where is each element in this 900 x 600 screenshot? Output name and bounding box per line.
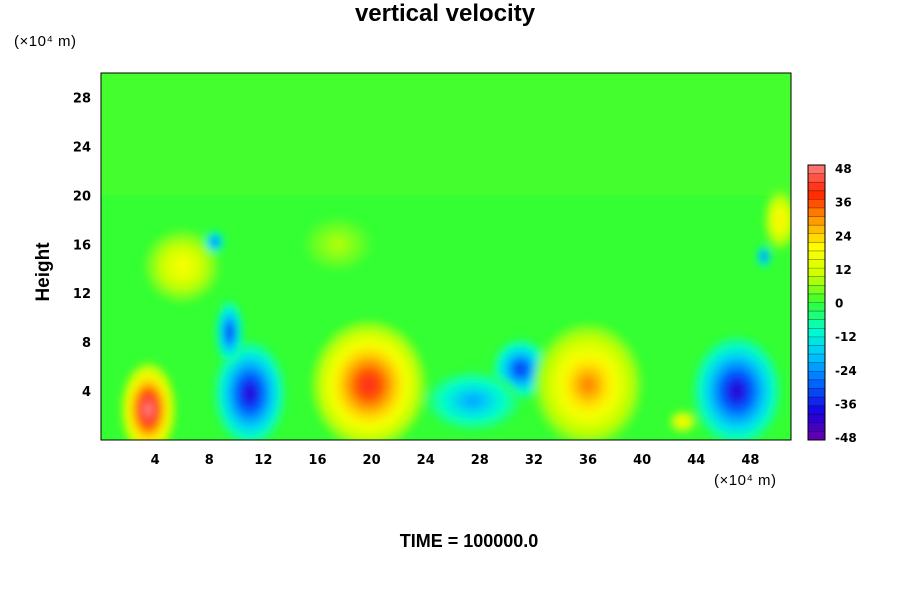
colorbar-tick-label: 36 xyxy=(835,196,852,210)
velocity-cell-1 xyxy=(121,362,176,440)
plot-frame xyxy=(100,72,792,441)
colorbar-tick-label: 12 xyxy=(835,263,852,277)
colorbar-segment xyxy=(808,371,825,381)
colorbar-segment xyxy=(808,311,825,321)
plot-area xyxy=(100,72,792,441)
colorbar-segment xyxy=(808,319,825,329)
time-label: TIME = 100000.0 xyxy=(399,531,539,551)
velocity-cell-3 xyxy=(216,300,244,365)
velocity-cell-12 xyxy=(763,189,791,251)
colorbar-segment xyxy=(808,250,825,261)
colorbar-segment xyxy=(808,173,825,183)
colorbar-segment xyxy=(808,199,825,209)
colorbar-segment xyxy=(808,328,825,338)
x-axis-unit: (×10⁴ m) xyxy=(714,472,777,489)
colorbar-tick-label: -24 xyxy=(835,364,857,378)
colorbar-segment xyxy=(808,207,825,218)
x-tick-label: 48 xyxy=(741,453,759,468)
colorbar-segment xyxy=(808,422,825,432)
colorbar-segment xyxy=(808,405,825,415)
colorbar-segment xyxy=(808,354,825,364)
y-tick-label: 8 xyxy=(82,336,91,351)
colorbar-segment xyxy=(808,336,825,346)
colorbar-segment xyxy=(808,397,825,407)
colorbar-segment xyxy=(808,293,825,303)
x-tick-label: 20 xyxy=(363,453,381,468)
y-tick-label: 24 xyxy=(73,140,91,155)
velocity-cell-6 xyxy=(425,371,521,431)
velocity-cell-13 xyxy=(757,245,771,268)
x-tick-label: 8 xyxy=(205,453,214,468)
colorbar-tick-label: -12 xyxy=(835,330,857,344)
colorbar-segment xyxy=(808,285,825,295)
colorbar-segment xyxy=(808,414,825,424)
y-axis-unit: (×10⁴ m) xyxy=(14,33,77,50)
velocity-cell-7 xyxy=(533,323,643,440)
x-tick-label: 36 xyxy=(579,453,597,468)
colorbar-segment xyxy=(808,233,825,243)
velocity-cell-11 xyxy=(303,217,372,272)
colorbar-tick-label: 24 xyxy=(835,229,852,243)
y-tick-label: 4 xyxy=(82,385,91,400)
colorbar-segment xyxy=(808,268,825,278)
y-tick-label: 16 xyxy=(73,238,91,253)
colorbar-segment xyxy=(808,182,825,192)
velocity-cell-4 xyxy=(312,321,426,440)
velocity-cell-9 xyxy=(144,229,221,303)
velocity-cell-8 xyxy=(693,337,781,440)
colorbar-tick-label: -48 xyxy=(835,431,857,445)
colorbar-segment xyxy=(808,379,825,389)
colorbar-segment xyxy=(808,259,825,269)
velocity-cell-10 xyxy=(205,230,225,253)
colorbar-tick-label: 48 xyxy=(835,162,852,176)
x-tick-label: 24 xyxy=(417,453,435,468)
upper-band xyxy=(101,73,791,196)
colorbar-segment xyxy=(808,302,825,312)
colorbar-tick-label: 0 xyxy=(835,297,843,311)
colorbar-segment xyxy=(808,431,825,441)
y-tick-label: 28 xyxy=(73,91,91,106)
colorbar-segment xyxy=(808,362,825,372)
x-tick-label: 44 xyxy=(687,453,705,468)
y-tick-label: 20 xyxy=(73,189,91,204)
x-tick-label: 28 xyxy=(471,453,489,468)
colorbar-segment xyxy=(808,276,825,286)
velocity-cell-14 xyxy=(669,410,697,433)
x-tick-label: 4 xyxy=(151,453,160,468)
colorbar-segment xyxy=(808,190,825,200)
colorbar-tick-label: -36 xyxy=(835,397,857,411)
colorbar-segment xyxy=(808,165,825,175)
velocity-cell-2 xyxy=(214,342,285,440)
y-tick-label: 12 xyxy=(73,287,91,302)
x-tick-label: 32 xyxy=(525,453,543,468)
colorbar-segment xyxy=(808,242,825,252)
x-tick-label: 12 xyxy=(254,453,272,468)
colorbar-segment xyxy=(808,345,825,355)
x-tick-label: 40 xyxy=(633,453,651,468)
colorbar-segment xyxy=(808,216,825,226)
chart-title: vertical velocity xyxy=(354,0,536,27)
colorbar-segment xyxy=(808,388,825,398)
colorbar-segment xyxy=(808,225,825,235)
x-tick-label: 16 xyxy=(308,453,326,468)
colorbar: 48 36 24 12 0 -12 -24 -36 -48 xyxy=(807,162,857,445)
